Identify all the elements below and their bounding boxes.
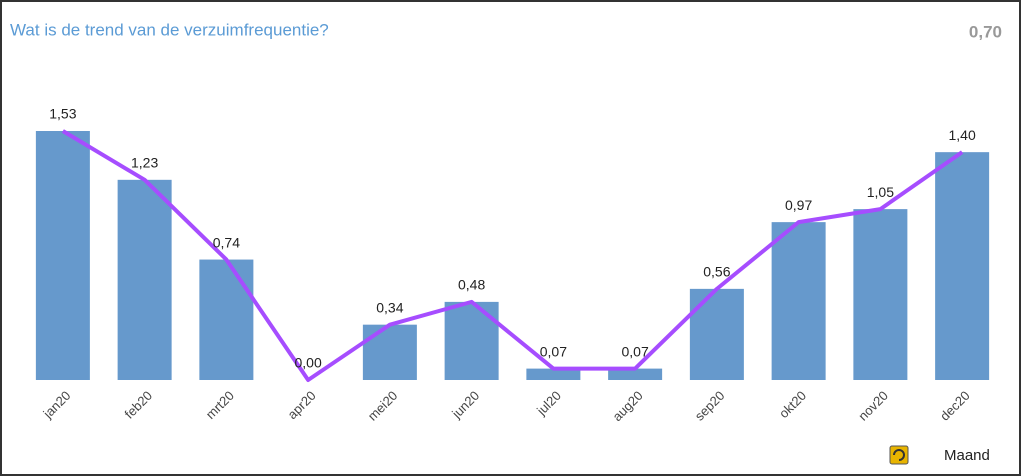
- data-label: 0,07: [622, 343, 649, 359]
- data-label: 0,56: [703, 264, 730, 280]
- data-label: 0,97: [785, 197, 812, 213]
- data-label: 1,53: [49, 106, 76, 122]
- bar: [526, 368, 581, 380]
- bar: [689, 288, 744, 380]
- bar: [444, 301, 499, 380]
- data-label: 0,48: [458, 277, 485, 293]
- period-button[interactable]: Maand: [889, 445, 990, 465]
- button-label[interactable]: Maand: [944, 447, 990, 464]
- data-label: 0,34: [376, 299, 403, 315]
- data-label: 0,74: [213, 234, 240, 250]
- button-icon[interactable]: [889, 445, 909, 465]
- bar: [199, 259, 254, 380]
- bar: [771, 222, 826, 380]
- data-label: 1,05: [867, 184, 894, 200]
- bar: [362, 324, 417, 380]
- trend-line: [61, 129, 964, 382]
- data-label: 0,00: [295, 355, 322, 371]
- button-icon-arrow: [893, 449, 905, 461]
- bar: [935, 152, 990, 380]
- chart-title: Wat is de trend van de verzuimfrequentie…: [10, 20, 329, 39]
- summary-value: 0,70: [969, 22, 1002, 41]
- data-label: 1,40: [949, 127, 976, 143]
- bar: [35, 131, 90, 380]
- bar: [117, 179, 172, 380]
- data-label: 1,23: [131, 155, 158, 171]
- data-label: 0,07: [540, 343, 567, 359]
- bar: [853, 209, 908, 380]
- bar: [608, 368, 663, 380]
